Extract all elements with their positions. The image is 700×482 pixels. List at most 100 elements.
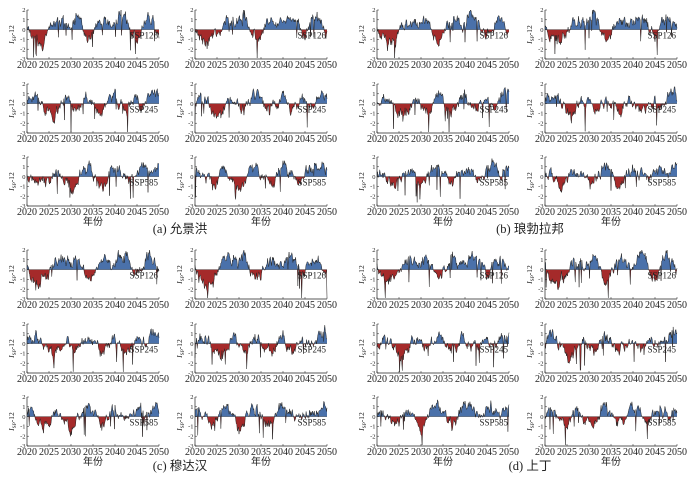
x-tick-label: 2040 [105,447,125,458]
positive-area [195,250,327,270]
positive-area [545,86,677,104]
y-axis-label: ISP-12 [7,265,18,285]
positive-area [195,401,327,417]
y-tick-label: -2 [538,46,543,53]
x-tick-label: 2020 [367,207,387,218]
negative-area [195,103,327,128]
y-tick-label: 2 [372,7,375,14]
x-tick-label: 2050 [499,60,519,71]
y-tick-label: -2 [538,360,543,367]
y-tick-label: -3 [188,370,193,377]
y-tick-label: 0 [190,341,193,348]
x-tick-label: 2045 [295,300,315,311]
x-tick-label: 2030 [229,374,249,385]
y-tick-label: -1 [188,184,193,191]
series-line [376,86,510,133]
positive-area [27,160,159,177]
x-tick-label: 2045 [477,207,497,218]
y-tick-label: -1 [370,351,375,358]
positive-area [377,10,509,30]
x-tick-label: 2045 [295,447,315,458]
y-tick-label: 0 [22,27,25,34]
y-tick-label: -1 [188,424,193,431]
x-tick-label: 2020 [535,134,555,145]
y-tick-label: 1 [372,91,375,98]
y-tick-label: 2 [22,7,25,14]
y-tick-label: 0 [190,101,193,108]
x-tick-label: 2030 [61,207,81,218]
y-tick-label: -1 [20,111,25,118]
x-axis-title: 年份 [83,455,103,468]
negative-area [195,269,327,299]
scenario-label: SSP585 [479,178,508,188]
x-tick-label: 2025 [39,60,59,71]
series-line [544,162,678,193]
y-tick-label: -2 [20,286,25,293]
y-axis-label: ISP-12 [357,25,368,45]
y-tick-label: -3 [538,130,543,137]
y-tick-label: 0 [190,414,193,421]
panel-caption: (c) 穆达汉 [153,458,208,473]
x-tick-label: 2035 [433,134,453,145]
y-tick-label: -1 [538,351,543,358]
y-tick-label: 2 [190,247,193,254]
y-tick-label: -2 [370,120,375,127]
x-tick-label: 2035 [433,207,453,218]
x-tick-label: 2025 [389,374,409,385]
scenario-label: SSP245 [647,345,676,355]
negative-area [377,176,509,203]
x-tick-label: 2020 [535,374,555,385]
y-tick-label: 2 [190,81,193,88]
x-tick-label: 2020 [535,60,555,71]
y-tick-label: -3 [370,203,375,210]
positive-area [545,326,677,344]
y-tick-label: 0 [372,27,375,34]
scenario-label: SSP126 [129,271,158,281]
x-tick-label: 2020 [535,447,555,458]
x-tick-label: 2030 [229,134,249,145]
y-tick-label: -2 [188,193,193,200]
x-tick-label: 2035 [433,374,453,385]
scenario-label: SSP585 [647,418,676,428]
negative-area [27,29,159,58]
negative-area [545,269,677,299]
y-tick-label: -3 [188,443,193,450]
x-tick-label: 2045 [127,300,147,311]
x-tick-label: 2050 [317,207,337,218]
y-tick-label: -3 [538,370,543,377]
x-axis-title: 年份 [601,215,621,228]
negative-area [377,29,509,59]
x-tick-label: 2050 [499,447,519,458]
y-tick-label: -2 [538,193,543,200]
y-tick-label: -1 [20,424,25,431]
y-tick-label: 0 [22,174,25,181]
x-tick-label: 2045 [127,207,147,218]
y-tick-label: 0 [22,101,25,108]
y-tick-label: 2 [540,394,543,401]
series-line [194,160,328,200]
x-tick-label: 2020 [535,300,555,311]
y-tick-label: 0 [22,341,25,348]
scenario-label: SSP585 [129,418,158,428]
x-tick-label: 2025 [39,447,59,458]
series-line [544,249,678,299]
x-tick-label: 2035 [601,300,621,311]
x-tick-label: 2035 [251,300,271,311]
x-tick-label: 2020 [367,300,387,311]
y-tick-label: -1 [538,184,543,191]
series-line [26,160,160,199]
x-tick-label: 2030 [61,447,81,458]
scenario-label: SSP585 [479,418,508,428]
x-tick-label: 2035 [251,60,271,71]
y-tick-label: -1 [370,184,375,191]
y-tick-label: -3 [20,296,25,303]
scenario-label: SSP585 [647,178,676,188]
series-line [194,9,328,59]
